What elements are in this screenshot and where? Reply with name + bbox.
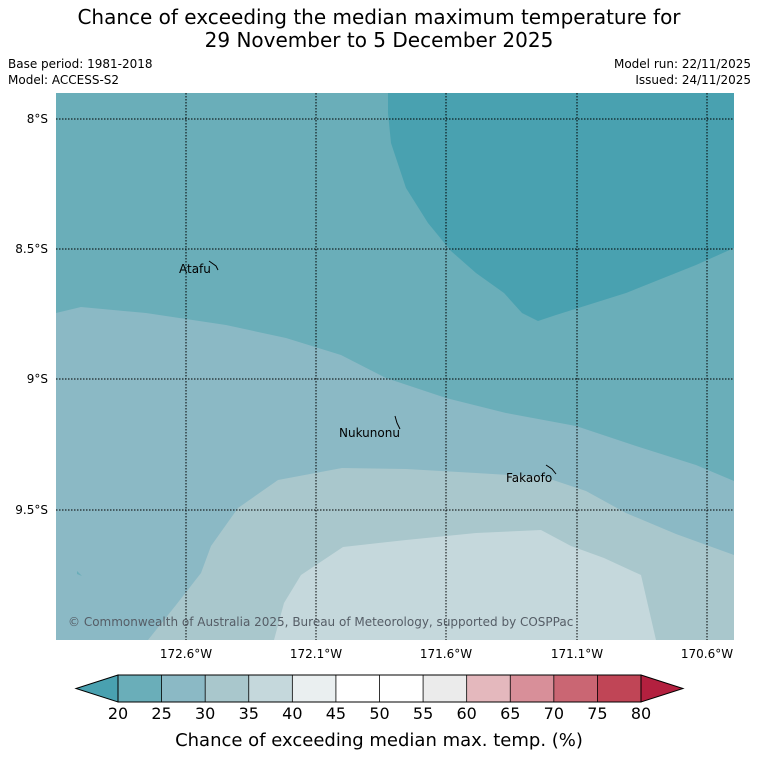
colorbar-tick-25: 25 [151, 704, 172, 723]
colorbar-bin-30-35 [205, 675, 249, 702]
colorbar-bin-25-30 [161, 675, 206, 702]
place-label-fakaofo: Fakaofo [506, 471, 553, 485]
colorbar-bin-55-60 [423, 675, 467, 702]
colorbar-bin-60-65 [466, 675, 511, 702]
lon-label-170-6w: 170.6°W [680, 647, 734, 661]
colorbar-tick-55: 55 [412, 704, 434, 723]
colorbar-extend-above [640, 674, 685, 703]
colorbar-frame [117, 674, 642, 703]
colorbar-tick-35: 35 [238, 704, 259, 723]
colorbar-bin-20-25 [118, 675, 162, 702]
place-label-atafu: Atafu [179, 262, 211, 276]
colorbar-extend-below [74, 674, 119, 703]
colorbar-bin-70-75 [553, 675, 598, 702]
lon-label-171-1w: 171.1°W [550, 647, 604, 661]
fakaofo-atoll [545, 464, 557, 475]
colorbar-bin-35-40 [248, 675, 293, 702]
colorbar [74, 674, 685, 703]
colorbar-tick-75: 75 [587, 704, 608, 723]
colorbar-bin-40-45 [292, 675, 336, 702]
colorbar-tick-70: 70 [543, 704, 565, 723]
lat-label-9s: 9°S [26, 372, 48, 386]
graticule [56, 93, 734, 640]
colorbar-bin-75-80 [597, 675, 641, 702]
nukunonu-atoll [394, 415, 401, 430]
probability-map [56, 93, 734, 640]
colorbar-tick-50: 50 [369, 704, 390, 723]
base-period-label: Base period: 1981-2018 [8, 57, 153, 71]
colorbar-bin-45-50 [335, 675, 380, 702]
map-canvas [56, 93, 734, 640]
lat-label-9-5s: 9.5°S [15, 503, 48, 517]
lon-label-172-6w: 172.6°W [159, 647, 213, 661]
copyright-notice: © Commonwealth of Australia 2025, Bureau… [68, 615, 574, 629]
atafu-atoll [208, 260, 219, 271]
colorbar-tick-20: 20 [107, 704, 129, 723]
colorbar-tick-40: 40 [282, 704, 303, 723]
colorbar-bin-65-70 [510, 675, 554, 702]
colorbar-tick-45: 45 [325, 704, 347, 723]
place-label-nukunonu: Nukunonu [339, 426, 400, 440]
model-label: Model: ACCESS-S2 [8, 73, 120, 87]
colorbar-label: Chance of exceeding median max. temp. (%… [175, 730, 583, 751]
chart-title-line-1: Chance of exceeding the median maximum t… [77, 5, 681, 29]
reef-outline [77, 571, 82, 576]
issued-label: Issued: 24/11/2025 [635, 73, 751, 87]
colorbar-tick-80: 80 [630, 704, 652, 723]
colorbar-tick-65: 65 [500, 704, 521, 723]
band-35-40 [274, 530, 656, 640]
colorbar-tick-30: 30 [194, 704, 216, 723]
lat-label-8s: 8°S [26, 112, 48, 126]
lon-label-171-6w: 171.6°W [419, 647, 473, 661]
chart-title-line-2: 29 November to 5 December 2025 [204, 28, 554, 52]
colorbar-tick-60: 60 [456, 704, 477, 723]
lon-label-172-1w: 172.1°W [289, 647, 343, 661]
lat-label-8-5s: 8.5°S [15, 242, 48, 256]
band-below-20 [388, 93, 734, 321]
model-run-label: Model run: 22/11/2025 [613, 57, 751, 71]
colorbar-bin-50-55 [379, 675, 424, 702]
